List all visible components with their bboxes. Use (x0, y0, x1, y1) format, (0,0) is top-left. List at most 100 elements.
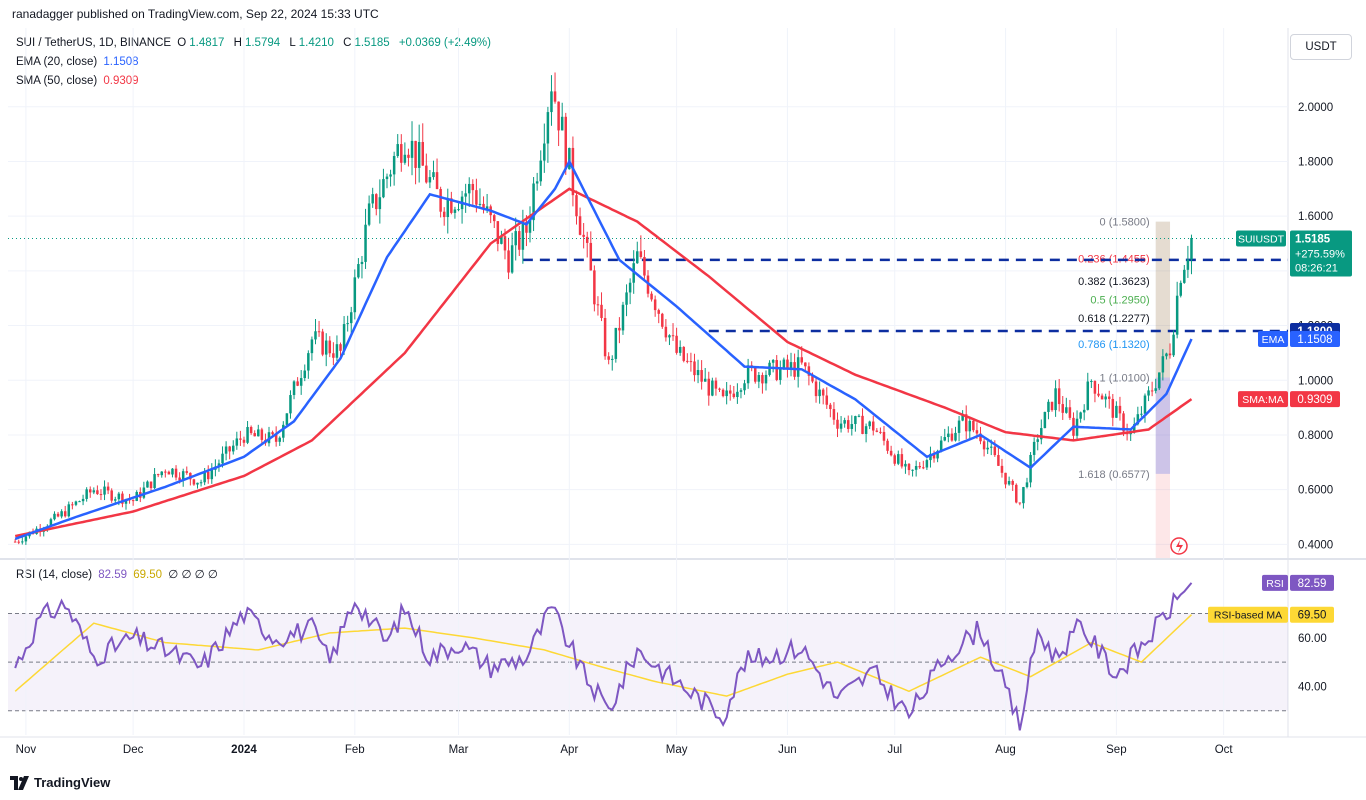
candle-body (825, 395, 829, 405)
lightning-icon[interactable] (1170, 537, 1188, 555)
candle-body (546, 112, 550, 144)
candle-body (550, 91, 553, 113)
candle-body (893, 455, 896, 464)
candle-body (299, 378, 303, 386)
candle-body (954, 432, 957, 441)
time-axis-label: Jul (887, 744, 902, 756)
legend-symbol[interactable]: SUI / TetherUS, 1D, BINANCE (16, 37, 172, 49)
tradingview-logo-icon (10, 775, 29, 790)
candle-body (224, 446, 228, 454)
rsi-legend[interactable]: RSI (14, close) 82.59 69.50 ∅ ∅ ∅ ∅ (16, 566, 221, 585)
candle-body (929, 453, 932, 461)
time-axis-label: Apr (560, 744, 578, 756)
candle-body (53, 513, 56, 520)
candle-body (832, 409, 836, 420)
legend-ema-row[interactable]: EMA (20, close) 1.1508 (16, 53, 494, 72)
tradingview-wordmark: TradingView (34, 775, 111, 790)
candle-body (639, 251, 643, 257)
legend-ema-value: 1.1508 (103, 56, 139, 68)
candle-body (400, 144, 403, 163)
candle-body (60, 511, 63, 517)
candle-body (643, 256, 646, 276)
candle-body (349, 312, 353, 324)
candle-body (1115, 405, 1118, 418)
candle-body (317, 331, 321, 333)
candle-body (868, 421, 871, 427)
candle-body (961, 414, 964, 421)
candle-body (560, 116, 564, 131)
candle-body (149, 481, 153, 489)
sma-price-value: 0.9309 (1297, 394, 1332, 406)
candle-body (396, 144, 399, 157)
candle-body (1057, 388, 1061, 405)
candle-body (936, 450, 939, 459)
candle-body (789, 362, 793, 369)
tradingview-footer: TradingView (10, 775, 110, 790)
chart-area[interactable]: 2.00001.80001.60001.40001.20001.00000.80… (0, 28, 1366, 768)
candle-body (478, 203, 482, 205)
candle-body (392, 156, 396, 175)
time-axis-label: 2024 (231, 744, 257, 756)
candle-body (1090, 381, 1093, 383)
candle-body (1158, 372, 1161, 389)
candle-body (800, 357, 803, 363)
candle-body (1154, 388, 1157, 391)
candle-body (417, 142, 421, 168)
candle-body (911, 469, 914, 471)
candle-body (843, 420, 846, 424)
price-axis-label: 2.0000 (1298, 102, 1333, 114)
fib-level-label: 0.618 (1.2277) (1078, 313, 1150, 325)
candle-body (88, 489, 92, 493)
price-chart-svg[interactable]: 2.00001.80001.60001.40001.20001.00000.80… (0, 28, 1366, 768)
candle-body (335, 344, 339, 358)
candle-body (943, 437, 947, 441)
candle-body (1143, 395, 1147, 414)
sma-price-tag (1290, 391, 1340, 408)
candle-body (804, 362, 807, 367)
candle-body (407, 154, 410, 158)
legend-change: +0.0369 (+2.49%) (398, 37, 491, 49)
candle-body (378, 197, 382, 210)
candle-body (81, 498, 85, 502)
candle-body (739, 390, 743, 392)
candle-body (811, 375, 814, 382)
price-axis-label: 0.8000 (1298, 430, 1333, 442)
candle-body (442, 211, 446, 218)
candle-body (1061, 404, 1064, 413)
ema-tag-label: EMA (1262, 334, 1285, 346)
time-axis-label: Mar (449, 744, 469, 756)
candle-body (367, 203, 371, 225)
rsi-ma-price-value: 69.50 (1298, 610, 1327, 622)
candle-body (435, 172, 439, 190)
candle-body (839, 423, 843, 429)
candle-body (493, 215, 496, 222)
top-bar: ranadagger published on TradingView.com,… (0, 0, 1366, 28)
currency-button[interactable]: USDT (1290, 34, 1352, 60)
candle-body (568, 147, 571, 170)
candle-body (503, 236, 507, 251)
legend-sma-row[interactable]: SMA (50, close) 0.9309 (16, 72, 494, 91)
candle-body (185, 471, 189, 473)
candle-body (532, 183, 535, 221)
candle-body (414, 140, 417, 168)
candle-body (564, 116, 568, 170)
fib-level-label: 0 (1.5800) (1100, 217, 1150, 229)
candle-body (521, 221, 525, 250)
candle-body (964, 414, 968, 432)
candle-body (1015, 484, 1018, 503)
time-axis-label: Dec (123, 744, 144, 756)
candle-body (1036, 439, 1039, 442)
candle-body (471, 183, 475, 191)
time-axis-label: Nov (16, 744, 37, 756)
candle-body (1000, 465, 1004, 473)
candle-body (721, 389, 725, 397)
legend-rsi-extra: ∅ ∅ ∅ ∅ (168, 569, 218, 581)
candle-body (310, 339, 314, 354)
rsi-ma-tag (1208, 606, 1288, 623)
candle-body (375, 194, 378, 210)
candle-body (13, 541, 17, 543)
candle-body (1147, 390, 1150, 396)
candle-body (664, 326, 668, 338)
legend-rsi-label: RSI (14, close) (16, 569, 93, 581)
ema-tag (1258, 331, 1288, 348)
